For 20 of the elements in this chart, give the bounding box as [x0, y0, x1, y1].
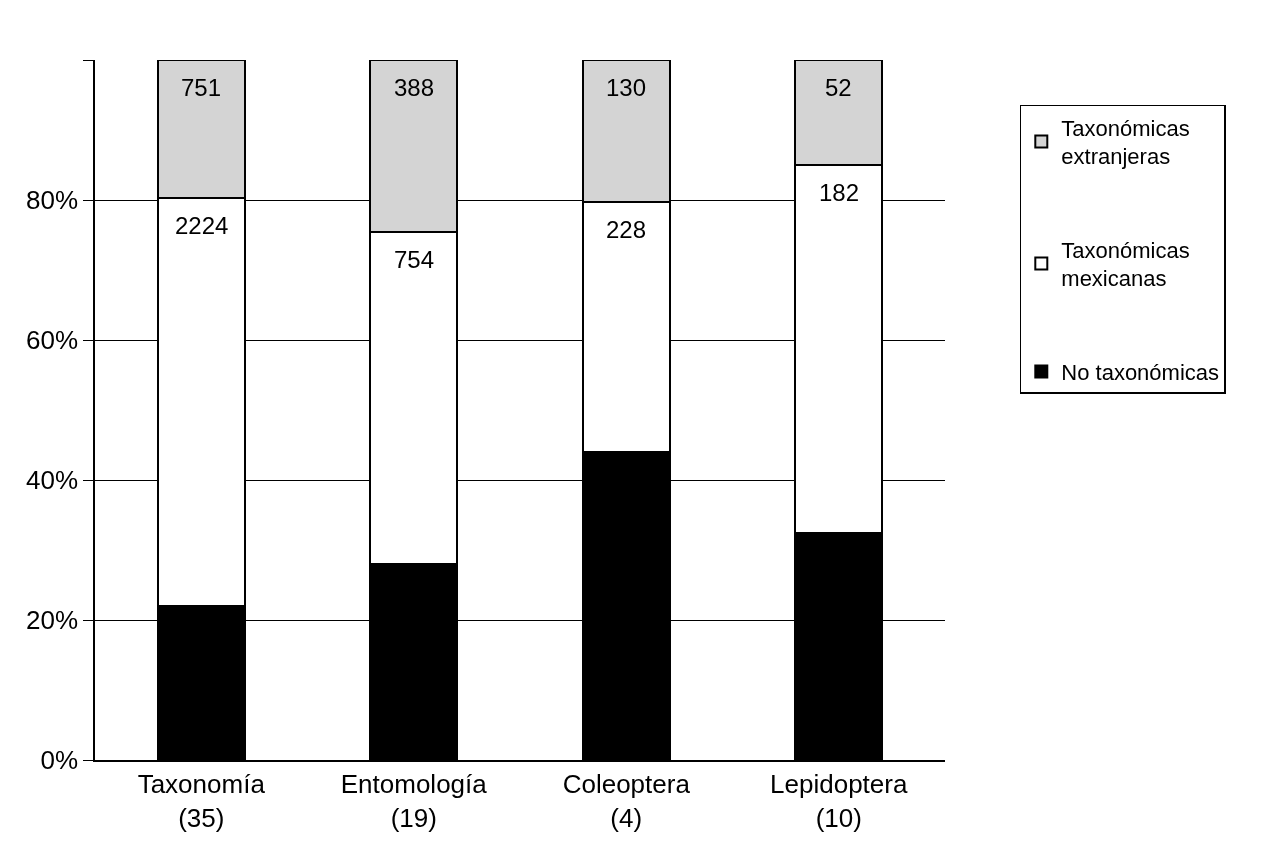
y-tick-label: 20%: [26, 605, 79, 636]
legend-label: Taxonómicas extranjeras: [1061, 115, 1190, 170]
annotation: 182: [819, 179, 860, 206]
annotation: 228: [606, 216, 647, 243]
x-tick-label: Lepidoptera (10): [770, 768, 908, 833]
annotation: 751: [181, 74, 222, 101]
y-tick-label: 60%: [26, 325, 79, 356]
y-tick-label: 40%: [26, 465, 79, 496]
annotation: 388: [394, 74, 435, 101]
annotation: 130: [606, 74, 647, 101]
annotation: 2224: [175, 212, 229, 239]
legend-label: Taxonómicas mexicanas: [1061, 237, 1190, 292]
x-tick-label: Taxonomía (35): [137, 768, 266, 833]
legend-label: No taxonómicas: [1061, 360, 1220, 386]
annotation: 754: [394, 246, 435, 273]
x-tick-label: Coleoptera (4): [562, 768, 691, 833]
annotation: 52: [825, 74, 852, 101]
x-tick-label: Entomología (19): [340, 768, 488, 833]
y-tick-label: 80%: [26, 185, 79, 216]
y-tick-label: 0%: [40, 745, 79, 776]
